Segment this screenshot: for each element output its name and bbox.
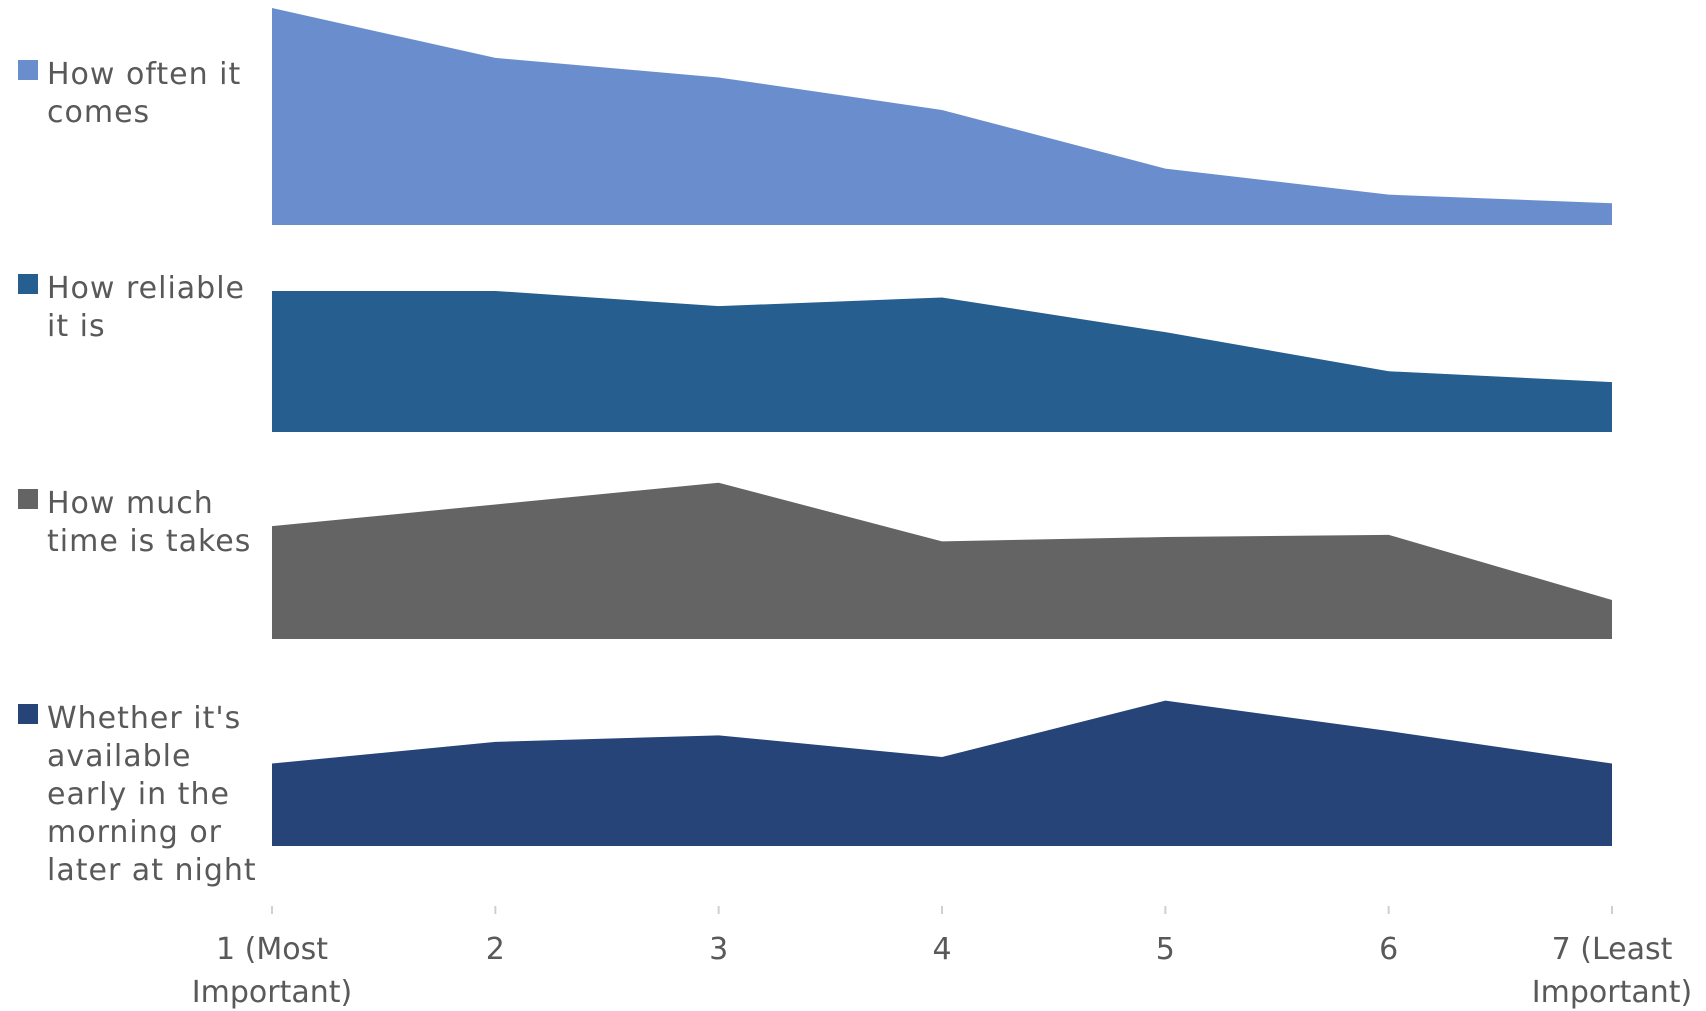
x-tick-label-5: 5 [1156, 932, 1175, 967]
legend-swatch-1 [18, 60, 38, 80]
area-series-3 [272, 482, 1612, 639]
x-tick-label-3: 3 [709, 932, 728, 967]
area-series-4 [272, 700, 1612, 846]
x-tick-label-6: 6 [1379, 932, 1398, 967]
legend-label-1: How often it comes [47, 57, 241, 130]
x-tick-label-2: 2 [486, 932, 505, 967]
area-series-1 [272, 8, 1612, 225]
area-series-2 [272, 290, 1612, 432]
legend-swatch-4 [18, 704, 38, 724]
x-tick-label-7: 7 (Least Important) [1532, 932, 1692, 1010]
chart-legend: How often it comes How reliable it is How mu… [18, 57, 257, 888]
legend-swatch-3 [18, 489, 38, 509]
legend-label-4: Whether it's available early in the morning… [47, 701, 257, 888]
x-tick-label-4: 4 [932, 932, 951, 967]
chart-panels [272, 8, 1612, 846]
x-tick-label-1: 1 (Most Important) [192, 932, 352, 1010]
x-axis: 1 (Most Important) 2 3 4 5 6 7 (Least Important) [192, 906, 1692, 1010]
legend-label-3: How much time is takes [47, 486, 251, 559]
legend-swatch-2 [18, 274, 38, 294]
legend-label-2: How reliable it is [47, 271, 245, 344]
